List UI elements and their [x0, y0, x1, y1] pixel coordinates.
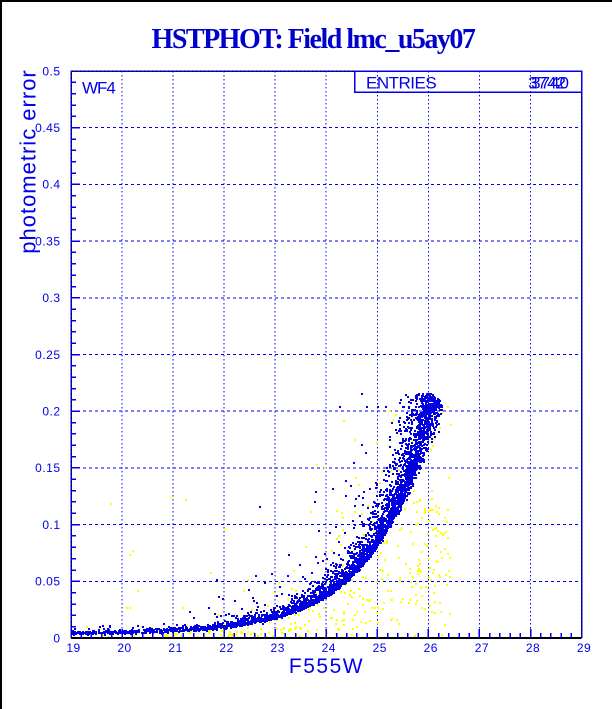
svg-text:0: 0: [53, 631, 60, 645]
svg-text:0.45: 0.45: [35, 121, 60, 135]
svg-text:0.15: 0.15: [35, 461, 60, 475]
svg-text:0.05: 0.05: [35, 575, 60, 589]
svg-text:0.1: 0.1: [42, 518, 60, 532]
svg-text:ENTRIES: ENTRIES: [366, 74, 436, 93]
svg-text:F555W: F555W: [289, 655, 364, 678]
svg-text:25: 25: [373, 641, 387, 655]
svg-text:20: 20: [117, 641, 131, 655]
svg-text:19: 19: [66, 641, 80, 655]
svg-text:0.4: 0.4: [42, 178, 60, 192]
svg-text:27: 27: [475, 641, 489, 655]
svg-text:23: 23: [271, 641, 285, 655]
svg-text:0.3: 0.3: [42, 291, 60, 305]
svg-text:photometric error: photometric error: [16, 69, 41, 254]
svg-text:HSTPHOT: Field lmc_u5ay07: HSTPHOT: Field lmc_u5ay07: [152, 24, 476, 55]
svg-text:29: 29: [577, 641, 591, 655]
svg-text:3742: 3742: [528, 74, 566, 93]
svg-text:21: 21: [168, 641, 182, 655]
svg-text:0.5: 0.5: [42, 64, 60, 78]
svg-text:28: 28: [526, 641, 540, 655]
svg-text:0.2: 0.2: [42, 405, 60, 419]
svg-text:WF4: WF4: [82, 79, 115, 98]
svg-text:3740: 3740: [531, 74, 569, 93]
svg-text:22: 22: [219, 641, 233, 655]
svg-text:0.35: 0.35: [35, 234, 60, 248]
svg-text:26: 26: [424, 641, 438, 655]
svg-text:0.25: 0.25: [35, 348, 60, 362]
svg-text:24: 24: [322, 641, 336, 655]
